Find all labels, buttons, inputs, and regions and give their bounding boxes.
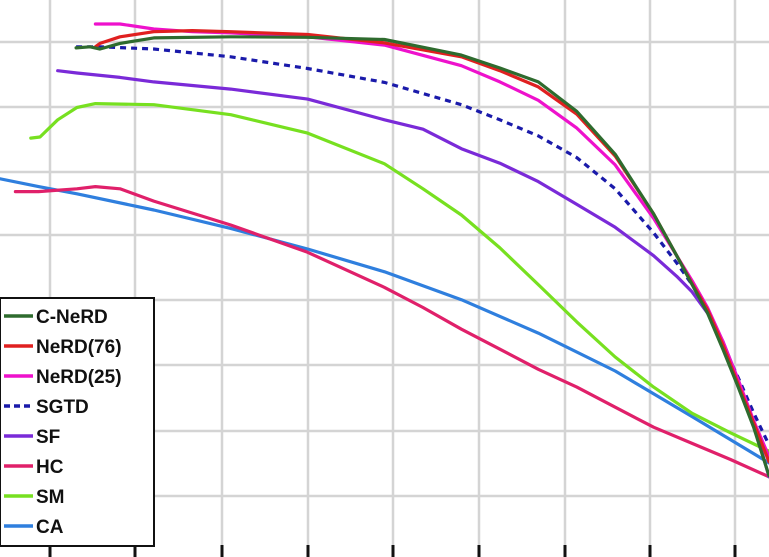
series-line-sgtd (76, 45, 769, 446)
series-line-sm (29, 102, 769, 453)
legend: C-NeRD NeRD(76) NeRD(25) SGTD SF HC SM CA (0, 297, 155, 547)
series-lines (0, 22, 769, 479)
legend-label-c-nerd: C-NeRD (36, 307, 108, 328)
series-line-c-nerd (74, 35, 769, 478)
legend-label-sgtd: SGTD (36, 397, 89, 418)
series-line-sf (56, 69, 769, 479)
series-line-ca (0, 177, 769, 465)
legend-label-sm: SM (36, 487, 65, 508)
legend-items: C-NeRD NeRD(76) NeRD(25) SGTD SF HC SM CA (4, 307, 122, 538)
legend-label-nerd-76: NeRD(76) (36, 337, 122, 358)
legend-label-hc: HC (36, 457, 64, 478)
legend-box (0, 297, 155, 547)
legend-label-sf: SF (36, 427, 60, 448)
legend-label-nerd-25: NeRD(25) (36, 367, 122, 388)
legend-label-ca: CA (36, 517, 64, 538)
series-line-hc (13, 185, 769, 479)
